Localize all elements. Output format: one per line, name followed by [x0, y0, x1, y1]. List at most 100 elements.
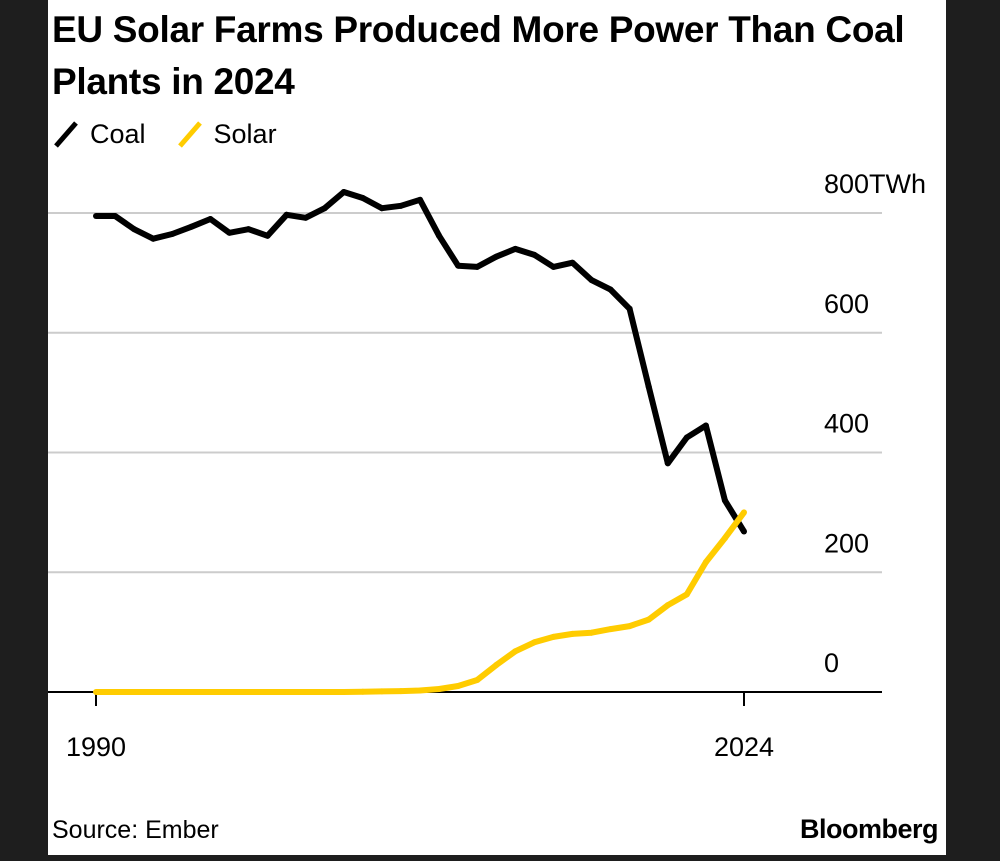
- coal-points: [93, 189, 747, 535]
- coal-point-2018: [626, 305, 633, 312]
- solar-point-2005: [378, 688, 385, 695]
- y-tick-label-800: 800TWh: [824, 169, 926, 199]
- coal-legend-icon: [54, 121, 78, 148]
- solar-point-1994: [169, 689, 176, 695]
- solar-point-2019: [645, 616, 652, 623]
- coal-point-2023: [721, 497, 728, 504]
- coal-point-2013: [531, 251, 538, 258]
- coal-point-2022: [702, 422, 709, 429]
- solar-point-2021: [683, 591, 690, 598]
- solar-point-2018: [626, 623, 633, 630]
- solar-point-1995: [188, 689, 195, 695]
- source-note: Source: Ember: [52, 816, 219, 844]
- coal-point-2011: [493, 253, 500, 260]
- coal-point-2002: [321, 205, 328, 212]
- y-tick-label-0: 0: [824, 648, 839, 678]
- coal-point-1997: [226, 229, 233, 236]
- solar-point-1991: [112, 689, 119, 695]
- coal-point-1996: [207, 215, 214, 222]
- coal-point-2004: [359, 195, 366, 202]
- solar-point-2007: [417, 687, 423, 694]
- coal-point-2005: [378, 205, 385, 212]
- coal-line: [96, 189, 747, 534]
- coal-point-2020: [664, 460, 671, 467]
- coal-point-1999: [264, 232, 271, 239]
- coal-point-2019: [645, 383, 652, 390]
- solar-legend-stroke: [177, 121, 202, 148]
- solar-point-2006: [397, 688, 404, 695]
- coal-point-2014: [550, 263, 557, 270]
- chart-card: EU Solar Farms Produced More Power Than …: [48, 0, 946, 855]
- legend-item-solar: Solar: [176, 119, 277, 150]
- solar-point-2001: [302, 689, 309, 695]
- coal-point-2006: [397, 202, 404, 209]
- coal-point-1992: [131, 226, 138, 233]
- coal-point-1995: [188, 223, 195, 230]
- coal-point-2009: [455, 262, 462, 269]
- coal-point-2021: [683, 434, 690, 441]
- solar-point-1998: [245, 689, 252, 695]
- solar-point-2016: [588, 629, 595, 636]
- solar-point-2000: [283, 689, 290, 695]
- solar-point-2024: [741, 509, 747, 516]
- coal-point-1990: [93, 212, 99, 219]
- coal-point-1991: [112, 212, 119, 219]
- solar-point-2020: [664, 602, 671, 609]
- coal-point-2007: [417, 196, 423, 203]
- coal-point-1998: [245, 226, 252, 233]
- x-tick-label-1990: 1990: [66, 732, 126, 762]
- coal-point-2003: [340, 189, 347, 196]
- legend-label-solar: Solar: [213, 118, 277, 149]
- solar-legend-icon: [177, 121, 202, 148]
- solar-point-1997: [226, 689, 233, 695]
- solar-point-2014: [550, 633, 557, 640]
- gridlines: [48, 212, 882, 574]
- coal-point-2024: [741, 528, 747, 535]
- solar-point-1990: [93, 689, 99, 695]
- solar-point-1999: [264, 689, 271, 695]
- coal-point-1993: [150, 235, 157, 242]
- legend-label-coal: Coal: [90, 118, 146, 149]
- solar-point-2022: [702, 559, 709, 566]
- solar-point-2012: [512, 648, 519, 655]
- solar-point-2004: [359, 688, 366, 695]
- solar-point-2017: [607, 626, 614, 633]
- x-axis-labels: 1990 2024: [66, 692, 774, 762]
- solar-point-2023: [721, 535, 728, 542]
- solar-point-2008: [436, 686, 443, 693]
- coal-point-2000: [283, 211, 290, 218]
- coal-point-2008: [436, 232, 443, 239]
- y-axis-labels: 800TWh 600 400 200 0: [824, 169, 926, 678]
- solar-point-2015: [569, 630, 576, 637]
- coal-point-2001: [302, 214, 309, 221]
- solar-point-2010: [474, 677, 481, 684]
- solar-point-2011: [493, 662, 500, 669]
- coal-point-2015: [569, 259, 576, 266]
- coal-point-1994: [169, 230, 176, 237]
- bloomberg-logo: Bloomberg: [799, 814, 939, 844]
- coal-point-2010: [474, 263, 481, 270]
- coal-point-2016: [588, 277, 595, 284]
- y-tick-label-200: 200: [824, 528, 869, 558]
- solar-points: [93, 509, 747, 695]
- solar-point-2003: [340, 689, 347, 695]
- solar-line: [96, 510, 747, 695]
- series-lines: [93, 189, 747, 695]
- chart-title: EU Solar Farms Produced More Power Than …: [52, 9, 905, 102]
- y-tick-label-600: 600: [824, 289, 869, 319]
- y-tick-label-400: 400: [824, 409, 869, 439]
- coal-point-2017: [607, 286, 614, 293]
- coal-point-2012: [512, 245, 519, 252]
- solar-point-1996: [207, 689, 214, 695]
- solar-point-2013: [531, 639, 538, 646]
- legend: Coal Solar: [52, 116, 307, 152]
- solar-point-2009: [455, 683, 462, 690]
- solar-point-1993: [150, 689, 157, 695]
- x-tick-label-2024: 2024: [714, 732, 774, 762]
- solar-point-1992: [131, 689, 138, 695]
- coal-legend-stroke: [54, 121, 78, 148]
- solar-point-2002: [321, 689, 328, 695]
- legend-item-coal: Coal: [52, 119, 146, 150]
